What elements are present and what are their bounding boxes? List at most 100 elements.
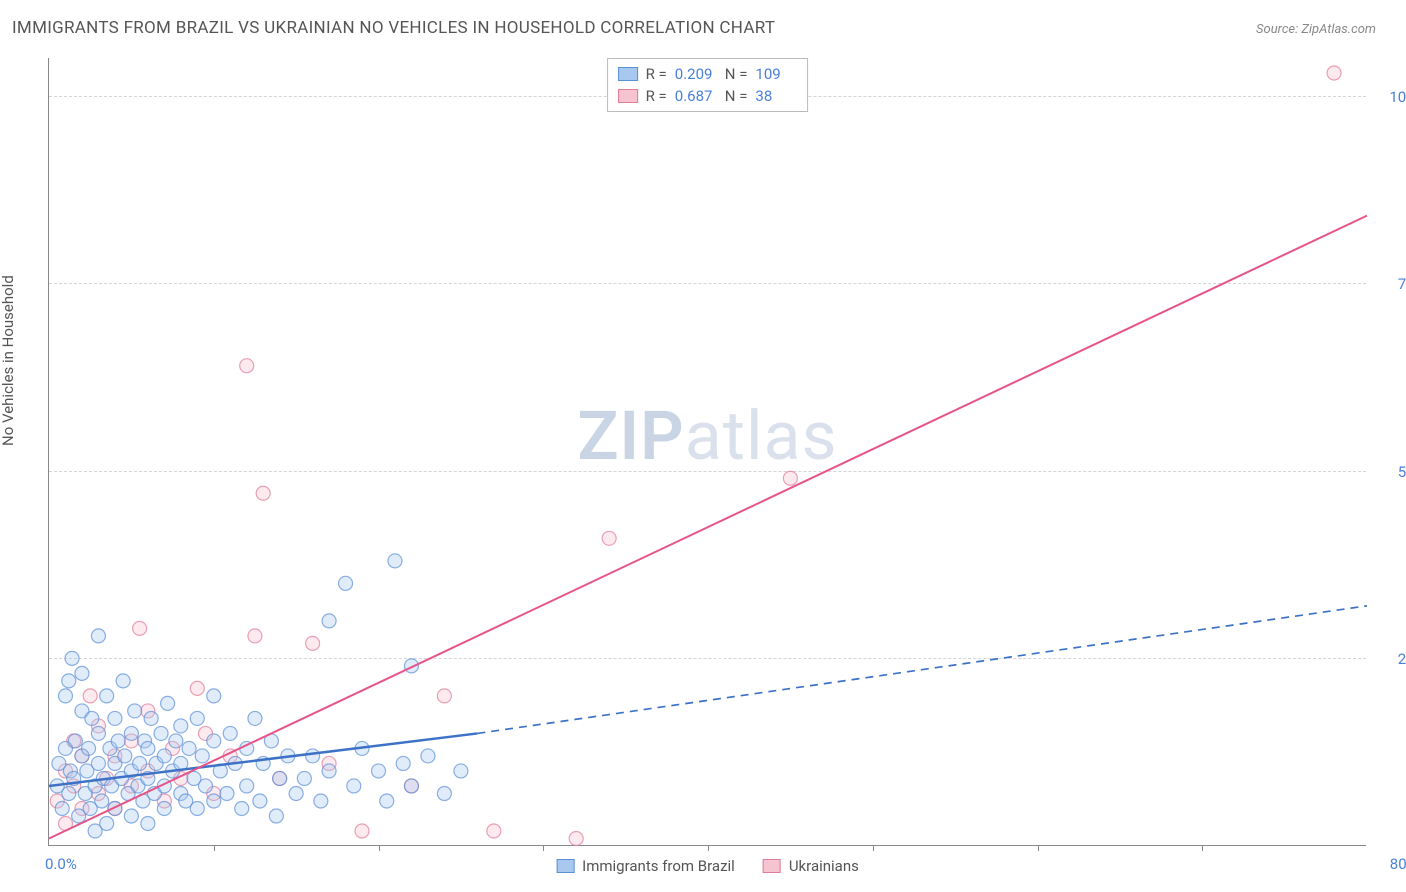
trend-line <box>49 216 1367 839</box>
data-point <box>602 531 616 545</box>
data-point <box>253 794 267 808</box>
x-tick <box>214 845 215 851</box>
data-point <box>174 719 188 733</box>
data-point <box>314 794 328 808</box>
x-tick <box>708 845 709 851</box>
data-point <box>223 726 237 740</box>
x-tick-label-min: 0.0% <box>45 855 77 873</box>
data-point <box>207 734 221 748</box>
y-tick-label: 100.0% <box>1373 88 1406 106</box>
data-point <box>91 726 105 740</box>
data-point <box>55 801 69 815</box>
data-point <box>269 809 283 823</box>
data-point <box>404 779 418 793</box>
data-point <box>487 824 501 838</box>
data-point <box>207 794 221 808</box>
data-point <box>91 756 105 770</box>
y-axis-label: No Vehicles in Household <box>0 275 17 446</box>
legend-item-brazil: Immigrants from Brazil <box>556 857 735 875</box>
data-point <box>108 801 122 815</box>
data-point <box>437 689 451 703</box>
data-point <box>133 621 147 635</box>
data-point <box>240 779 254 793</box>
scatter-svg <box>49 58 1366 845</box>
data-point <box>199 779 213 793</box>
data-point <box>124 726 138 740</box>
data-point <box>339 576 353 590</box>
data-point <box>437 786 451 800</box>
data-point <box>388 554 402 568</box>
series-legend: Immigrants from Brazil Ukrainians <box>556 857 859 875</box>
y-tick-label: 25.0% <box>1373 650 1406 668</box>
x-tick-label-max: 80.0% <box>1390 855 1406 873</box>
data-point <box>380 794 394 808</box>
chart-title: IMMIGRANTS FROM BRAZIL VS UKRAINIAN NO V… <box>12 18 775 38</box>
data-point <box>248 711 262 725</box>
data-point <box>62 674 76 688</box>
data-point <box>783 471 797 485</box>
data-point <box>65 651 79 665</box>
data-point <box>91 629 105 643</box>
x-tick <box>1202 845 1203 851</box>
data-point <box>182 741 196 755</box>
y-tick-label: 50.0% <box>1373 463 1406 481</box>
data-point <box>220 786 234 800</box>
data-point <box>133 756 147 770</box>
data-point <box>75 666 89 680</box>
legend-label-ukrainians: Ukrainians <box>789 857 859 875</box>
data-point <box>289 786 303 800</box>
data-point <box>322 614 336 628</box>
data-point <box>256 486 270 500</box>
data-point <box>297 771 311 785</box>
data-point <box>372 764 386 778</box>
data-point <box>108 711 122 725</box>
data-point <box>355 824 369 838</box>
data-point <box>190 801 204 815</box>
data-point <box>347 779 361 793</box>
x-tick <box>543 845 544 851</box>
correlation-chart: IMMIGRANTS FROM BRAZIL VS UKRAINIAN NO V… <box>0 0 1406 892</box>
data-point <box>116 674 130 688</box>
plot-area: ZIPatlas 25.0%50.0%75.0%100.0% 0.0% 80.0… <box>48 58 1366 846</box>
data-point <box>82 741 96 755</box>
data-point <box>273 771 287 785</box>
data-point <box>83 689 97 703</box>
data-point <box>306 636 320 650</box>
x-tick <box>1038 845 1039 851</box>
legend-item-ukrainians: Ukrainians <box>763 857 859 875</box>
data-point <box>128 704 142 718</box>
data-point <box>62 786 76 800</box>
data-point <box>1327 66 1341 80</box>
data-point <box>124 809 138 823</box>
x-tick <box>379 845 380 851</box>
data-point <box>100 689 114 703</box>
data-point <box>322 764 336 778</box>
data-point <box>157 749 171 763</box>
data-point <box>157 801 171 815</box>
data-point <box>207 689 221 703</box>
data-point <box>240 359 254 373</box>
data-point <box>95 794 109 808</box>
legend-label-brazil: Immigrants from Brazil <box>582 857 735 875</box>
data-point <box>248 629 262 643</box>
data-point <box>161 696 175 710</box>
data-point <box>190 681 204 695</box>
legend-swatch-icon <box>556 859 574 873</box>
legend-swatch-icon <box>763 859 781 873</box>
data-point <box>569 831 583 845</box>
data-point <box>141 741 155 755</box>
data-point <box>58 689 72 703</box>
data-point <box>68 734 82 748</box>
data-point <box>111 734 125 748</box>
data-point <box>454 764 468 778</box>
data-point <box>85 711 99 725</box>
data-point <box>144 711 158 725</box>
data-point <box>396 756 410 770</box>
data-point <box>195 749 209 763</box>
data-point <box>100 816 114 830</box>
data-point <box>421 749 435 763</box>
trend-line-extrapolated <box>477 606 1367 734</box>
data-point <box>306 749 320 763</box>
data-point <box>169 734 183 748</box>
data-point <box>154 726 168 740</box>
